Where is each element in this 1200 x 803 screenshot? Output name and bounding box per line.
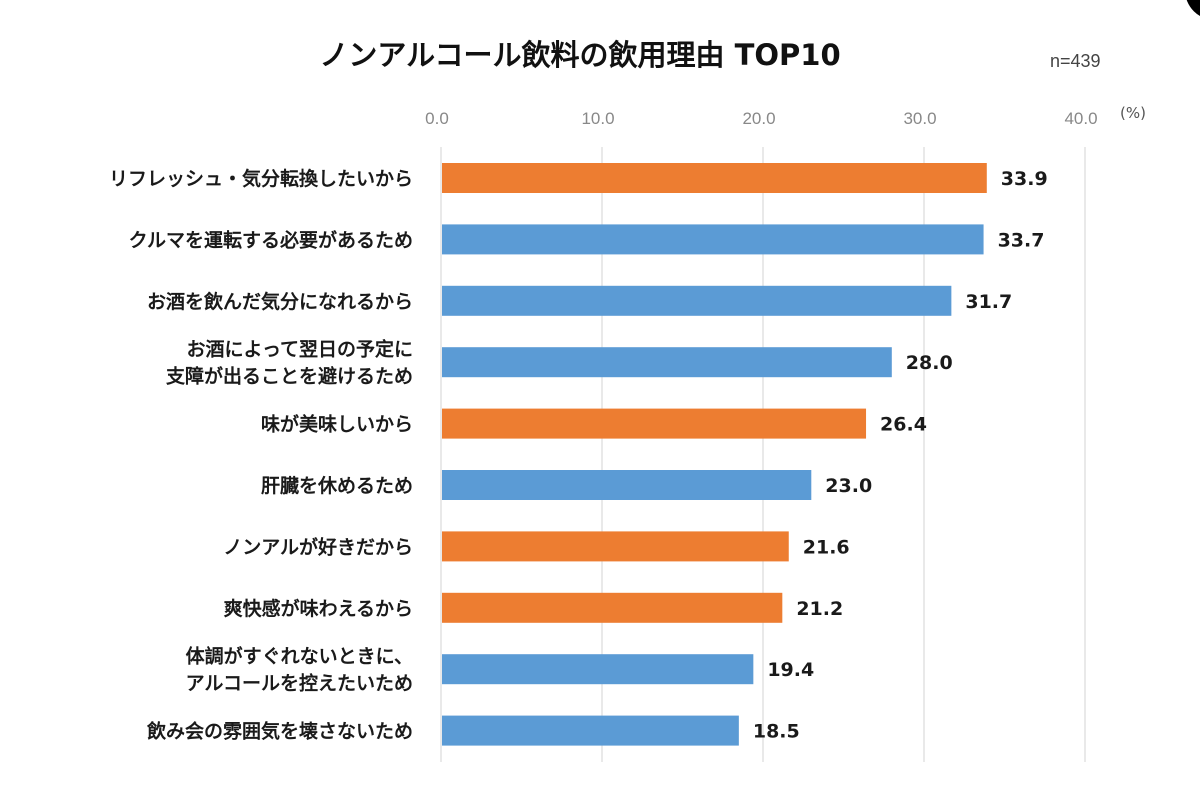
category-labels: リフレッシュ・気分転換したいからクルマを運転する必要があるためお酒を飲んだ気分に…: [109, 167, 413, 743]
category-label: 体調がすぐれないときに、: [186, 645, 413, 668]
value-label: 19.4: [767, 659, 814, 681]
bar: [442, 531, 789, 562]
category-label: リフレッシュ・気分転換したいから: [109, 167, 413, 190]
bar: [442, 347, 892, 378]
value-label: 21.6: [803, 536, 850, 558]
bar: [442, 163, 987, 193]
category-label: 肝臓を休めるため: [261, 475, 413, 497]
bar: [442, 408, 867, 439]
category-label: ノンアルが好きだから: [223, 535, 413, 558]
bar: [442, 285, 952, 316]
value-label: 28.0: [906, 352, 953, 374]
chart-title: ノンアルコール飲料の飲用理由 TOP10: [319, 38, 840, 72]
bar: [442, 654, 754, 685]
category-label: お酒によって翌日の予定に: [187, 338, 413, 361]
x-axis-ticks: 0.0 10.0 20.0 30.0 40.0: [425, 109, 1097, 128]
x-tick-label: 30.0: [903, 109, 936, 128]
value-label: 33.9: [1001, 168, 1048, 190]
value-label: 23.0: [825, 475, 872, 497]
category-label: 味が美味しいから: [261, 413, 413, 436]
value-labels: 33.9 33.7 31.7 28.0 26.4 23.0 21.6 21.2 19.4 18.5: [753, 168, 1048, 743]
category-label: 爽快感が味わえるから: [224, 597, 413, 620]
value-label: 21.2: [796, 598, 843, 620]
value-label: 18.5: [753, 721, 800, 743]
value-label: 26.4: [880, 414, 927, 436]
value-label: 33.7: [998, 229, 1045, 251]
category-label: 飲み会の雰囲気を壊さないため: [146, 720, 413, 743]
value-label: 31.7: [965, 291, 1012, 313]
category-label: クルマを運転する必要があるため: [129, 228, 413, 251]
x-tick-label: 0.0: [425, 109, 449, 128]
category-label: お酒を飲んだ気分になれるから: [147, 290, 413, 313]
sample-size-label: n=439: [1050, 51, 1101, 71]
x-tick-label: 40.0: [1064, 109, 1097, 128]
bar: [442, 592, 783, 623]
bars: [442, 163, 987, 746]
category-label: アルコールを控えたいため: [186, 672, 413, 695]
category-label: 支障が出ることを避けるため: [165, 365, 413, 388]
bar: [442, 224, 984, 255]
bar: [442, 470, 812, 500]
bar: [442, 715, 739, 746]
x-tick-label: 20.0: [742, 109, 775, 128]
corner-decoration: [1186, 0, 1200, 16]
unit-label: (%): [1120, 104, 1146, 122]
x-tick-label: 10.0: [581, 109, 614, 128]
